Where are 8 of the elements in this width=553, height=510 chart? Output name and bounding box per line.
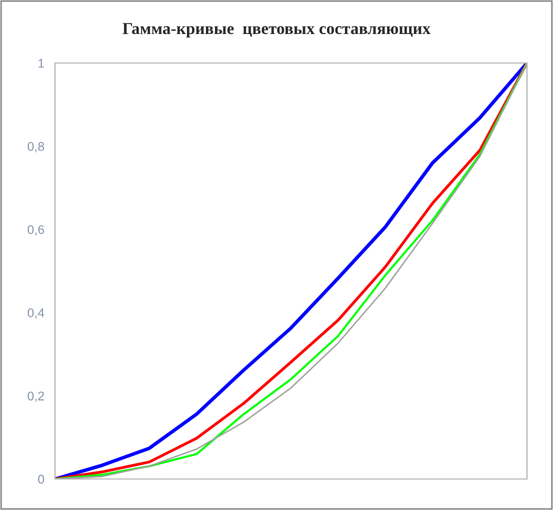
y-tick-label: 0,8 [28,142,44,152]
y-tick-label: 1 [38,58,44,68]
y-tick-label: 0,2 [28,392,44,402]
line-series [55,63,527,479]
y-tick-label: 0,6 [28,225,44,236]
chart-title: Гамма-кривые цветовых составляющих [122,23,431,38]
y-tick-label: 0,4 [28,308,44,319]
y-tick-label: 0 [38,474,44,484]
